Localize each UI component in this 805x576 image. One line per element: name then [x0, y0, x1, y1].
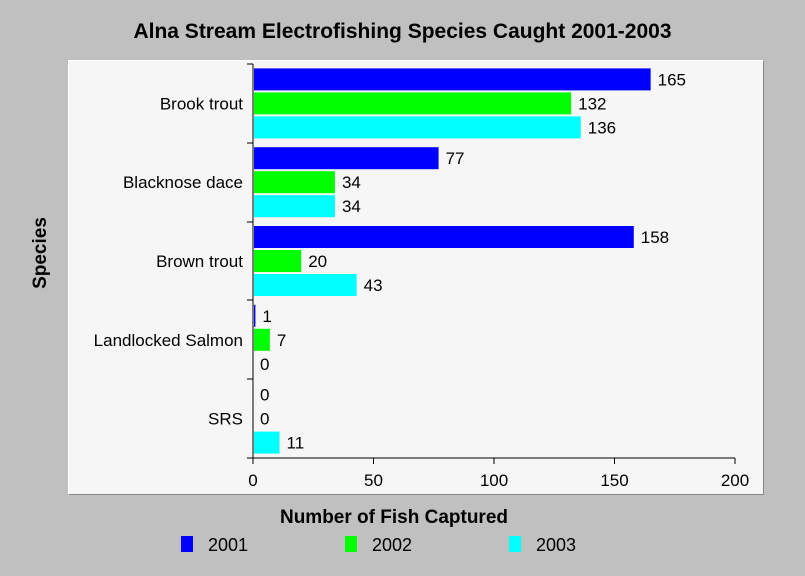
- bar: [254, 147, 439, 170]
- data-label: 0: [260, 410, 269, 429]
- data-label: 165: [658, 70, 686, 89]
- y-category-label: SRS: [208, 410, 243, 429]
- legend-swatch-2002: [345, 536, 357, 552]
- data-label: 34: [342, 197, 361, 216]
- legend-label-2002: 2002: [372, 535, 413, 555]
- legend: 2001 2002 2003: [0, 532, 805, 560]
- data-label: 1: [262, 307, 271, 326]
- data-label: 7: [277, 331, 286, 350]
- bar: [254, 171, 335, 194]
- data-label: 77: [446, 149, 465, 168]
- bar: [254, 304, 256, 327]
- x-tick-label: 150: [600, 471, 628, 490]
- data-label: 136: [588, 118, 616, 137]
- x-tick-label: 100: [480, 471, 508, 490]
- x-tick-label: 0: [248, 471, 257, 490]
- x-tick-label: 50: [364, 471, 383, 490]
- legend-swatch-2003: [509, 536, 521, 552]
- bar: [254, 250, 302, 272]
- bar: [254, 116, 581, 139]
- chart-title: Alna Stream Electrofishing Species Caugh…: [133, 20, 672, 43]
- y-category-label: Brown trout: [156, 252, 243, 271]
- data-label: 0: [260, 355, 269, 374]
- data-label: 158: [641, 228, 669, 247]
- y-category-label: Brook trout: [160, 94, 243, 113]
- x-tick-label: 200: [721, 471, 749, 490]
- legend-swatch-2001: [181, 536, 193, 552]
- y-axis-label: Species: [30, 217, 51, 289]
- bar: [254, 92, 572, 115]
- x-axis-label: Number of Fish Captured: [279, 507, 508, 528]
- bar: [254, 195, 335, 218]
- legend-label-2003: 2003: [536, 535, 577, 555]
- bar: [254, 431, 280, 454]
- bar: [254, 68, 651, 91]
- data-label: 132: [578, 94, 606, 113]
- data-label: 0: [260, 386, 269, 405]
- data-label: 34: [342, 173, 361, 192]
- bar: [254, 226, 634, 248]
- data-label: 11: [287, 434, 305, 453]
- y-category-label: Blacknose dace: [123, 173, 243, 192]
- y-category-label: Landlocked Salmon: [94, 331, 243, 350]
- data-label: 20: [308, 252, 327, 271]
- plot-area: [68, 60, 764, 495]
- data-label: 43: [364, 276, 383, 295]
- legend-label-2001: 2001: [208, 535, 249, 555]
- bar: [254, 274, 357, 296]
- bar: [254, 328, 270, 351]
